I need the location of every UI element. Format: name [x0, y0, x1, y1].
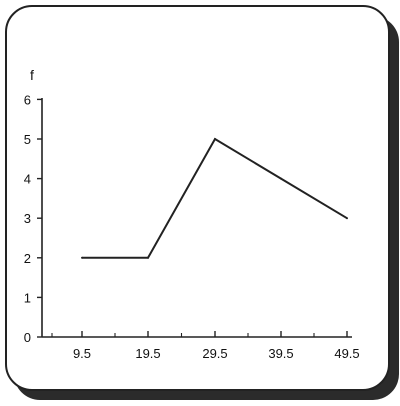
axis-ticks: 0 1 2 3 4 5 6 9.5 19.5 29.5 39.5 49.5 [24, 92, 360, 361]
y-tick-label-5: 5 [24, 132, 31, 147]
y-axis-label: f [30, 67, 34, 83]
y-tick-label-2: 2 [24, 251, 31, 266]
y-tick-label-1: 1 [24, 290, 31, 305]
x-tick-label-39.5: 39.5 [268, 346, 293, 361]
y-tick-label-4: 4 [24, 172, 31, 187]
y-tick-label-6: 6 [24, 92, 31, 107]
data-point-49.5 [346, 217, 348, 220]
data-point-39.5 [280, 177, 282, 180]
data-point-19.5 [147, 256, 149, 259]
data-point-29.5 [214, 138, 216, 140]
data-point-9.5 [81, 256, 83, 259]
series-group [81, 137, 348, 259]
x-tick-label-19.5: 19.5 [135, 346, 160, 361]
x-tick-label-49.5: 49.5 [334, 346, 359, 361]
y-tick-label-0: 0 [24, 330, 31, 345]
x-tick-label-29.5: 29.5 [202, 346, 227, 361]
y-tick-label-3: 3 [24, 211, 31, 226]
x-tick-label-9.5: 9.5 [73, 346, 91, 361]
card-frame [5, 5, 390, 391]
